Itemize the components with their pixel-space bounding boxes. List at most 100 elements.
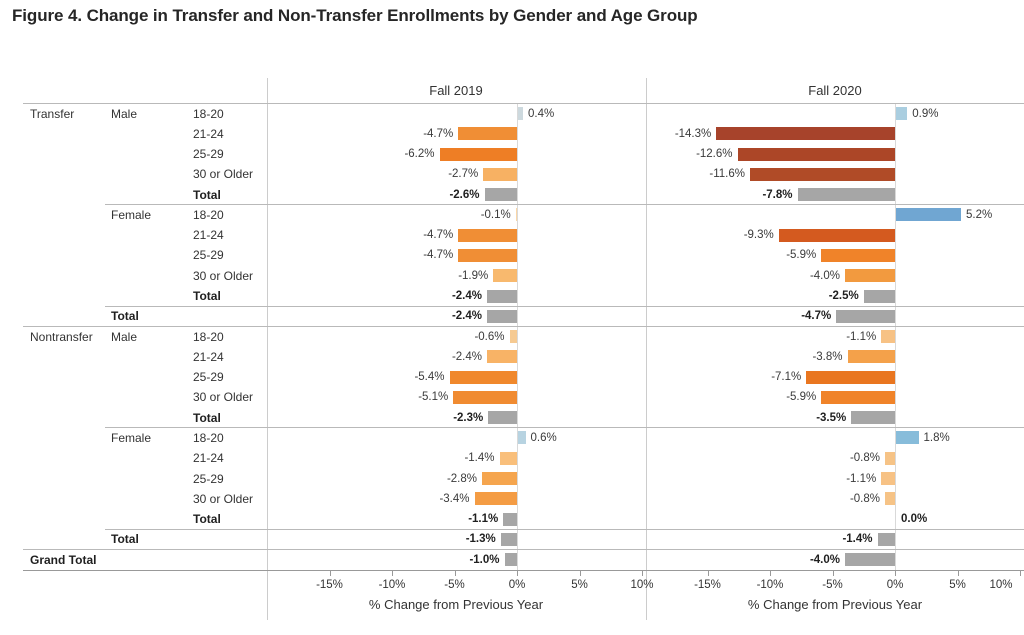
bar-value-label: -0.8% — [849, 452, 880, 465]
bar — [885, 492, 895, 506]
bar — [453, 390, 517, 404]
axis-tick-label: -5% — [444, 579, 465, 591]
bar-value-label: -1.9% — [458, 269, 489, 282]
bar — [863, 289, 895, 303]
bar — [896, 431, 919, 445]
bar — [504, 553, 517, 567]
bar — [487, 289, 517, 303]
axis-tick-label: -10% — [378, 579, 406, 591]
panel-header-fall-2020: Fall 2020 — [808, 83, 862, 98]
bar-value-label: 1.8% — [923, 431, 950, 444]
bar — [482, 472, 517, 486]
bar-value-label: -7.8% — [762, 188, 793, 201]
bar-value-label: -1.3% — [465, 533, 496, 546]
axis-tick — [392, 571, 393, 576]
bar-value-label: 0.6% — [530, 431, 557, 444]
bar-value-label: -4.7% — [423, 127, 454, 140]
bar-value-label: -2.6% — [449, 188, 480, 201]
zero-axis-line — [517, 103, 518, 570]
bar-value-label: -3.4% — [439, 492, 470, 505]
axis-tick — [707, 571, 709, 576]
bar-value-label: 0.9% — [912, 107, 939, 120]
axis-tick — [517, 571, 518, 576]
bar-value-label: -5.4% — [414, 371, 445, 384]
bar-value-label: -11.6% — [709, 168, 745, 181]
bar-value-label: -1.1% — [846, 472, 877, 485]
axis-tick-label: -10% — [756, 579, 784, 591]
bar — [518, 431, 526, 445]
bar-value-label: -0.1% — [480, 208, 511, 221]
panel-divider — [645, 78, 647, 620]
bar — [851, 411, 895, 425]
row-separator — [105, 528, 1024, 530]
bar-value-label: -2.5% — [828, 290, 859, 303]
bar — [716, 127, 895, 141]
bar — [439, 147, 517, 161]
bar — [797, 188, 895, 202]
age-label: 25-29 — [193, 370, 224, 385]
axis-tick-label: -5% — [822, 579, 843, 591]
row-separator — [105, 204, 1024, 206]
bar — [487, 309, 517, 323]
bar — [458, 248, 517, 262]
bar — [493, 269, 517, 283]
bar — [847, 350, 895, 364]
bar-value-label: -5.1% — [418, 391, 449, 404]
panel-header-fall-2019: Fall 2019 — [429, 83, 483, 98]
group-label: Transfer — [30, 106, 75, 121]
axis-tick-label: -15% — [316, 579, 343, 591]
bar — [515, 208, 517, 222]
age-label: 30 or Older — [193, 390, 254, 405]
bar — [458, 127, 517, 141]
axis-tick-label: 0% — [886, 579, 904, 591]
bar — [896, 208, 961, 222]
bar — [500, 532, 517, 546]
panel-divider — [267, 78, 268, 620]
bar-value-label: -4.0% — [809, 553, 840, 566]
bar-value-label: -2.4% — [451, 290, 482, 303]
bar — [737, 147, 895, 161]
axis-tick — [642, 571, 643, 576]
gender-label: Total — [111, 309, 139, 324]
bar-value-label: -3.8% — [812, 350, 843, 363]
gender-label: Male — [111, 329, 138, 344]
bar-value-label: -14.3% — [674, 127, 712, 140]
bar-value-label: -9.3% — [743, 229, 774, 242]
bar — [488, 411, 517, 425]
gender-label: Female — [111, 430, 152, 445]
bar-value-label: -2.3% — [453, 411, 484, 424]
bar — [845, 553, 895, 567]
bar — [821, 390, 895, 404]
bar — [458, 228, 517, 242]
gender-label: Female — [111, 207, 152, 222]
bar-value-label: -4.7% — [423, 229, 454, 242]
bar-value-label: -4.0% — [809, 269, 840, 282]
x-axis-title-left: % Change from Previous Year — [368, 597, 544, 612]
axis-tick — [329, 571, 331, 576]
bar-value-label: 0.0% — [901, 513, 928, 526]
age-label: 21-24 — [193, 228, 224, 243]
bar-value-label: -2.7% — [448, 168, 479, 181]
bar-value-label: -2.4% — [451, 350, 482, 363]
age-label: 30 or Older — [193, 268, 254, 283]
bar-value-label: -12.6% — [696, 148, 733, 161]
bar-value-label: -5.9% — [786, 391, 817, 404]
axis-tick-label: -15% — [694, 579, 721, 591]
bar — [503, 512, 517, 526]
bar — [881, 472, 895, 486]
bar — [484, 188, 517, 202]
bar-value-label: -3.5% — [816, 411, 847, 424]
age-label: 25-29 — [193, 147, 224, 162]
row-separator — [105, 427, 1024, 429]
bar — [449, 370, 517, 384]
bar — [778, 228, 895, 242]
bar — [885, 451, 895, 465]
bar-value-label: -4.7% — [423, 249, 454, 262]
bar-value-label: -6.2% — [404, 148, 435, 161]
row-separator — [105, 305, 1024, 307]
age-label: Total — [193, 187, 221, 202]
bar-value-label: -1.4% — [842, 533, 873, 546]
bar-value-label: -7.1% — [771, 371, 802, 384]
header-separator — [23, 103, 1024, 104]
group-label: Grand Total — [30, 552, 97, 567]
